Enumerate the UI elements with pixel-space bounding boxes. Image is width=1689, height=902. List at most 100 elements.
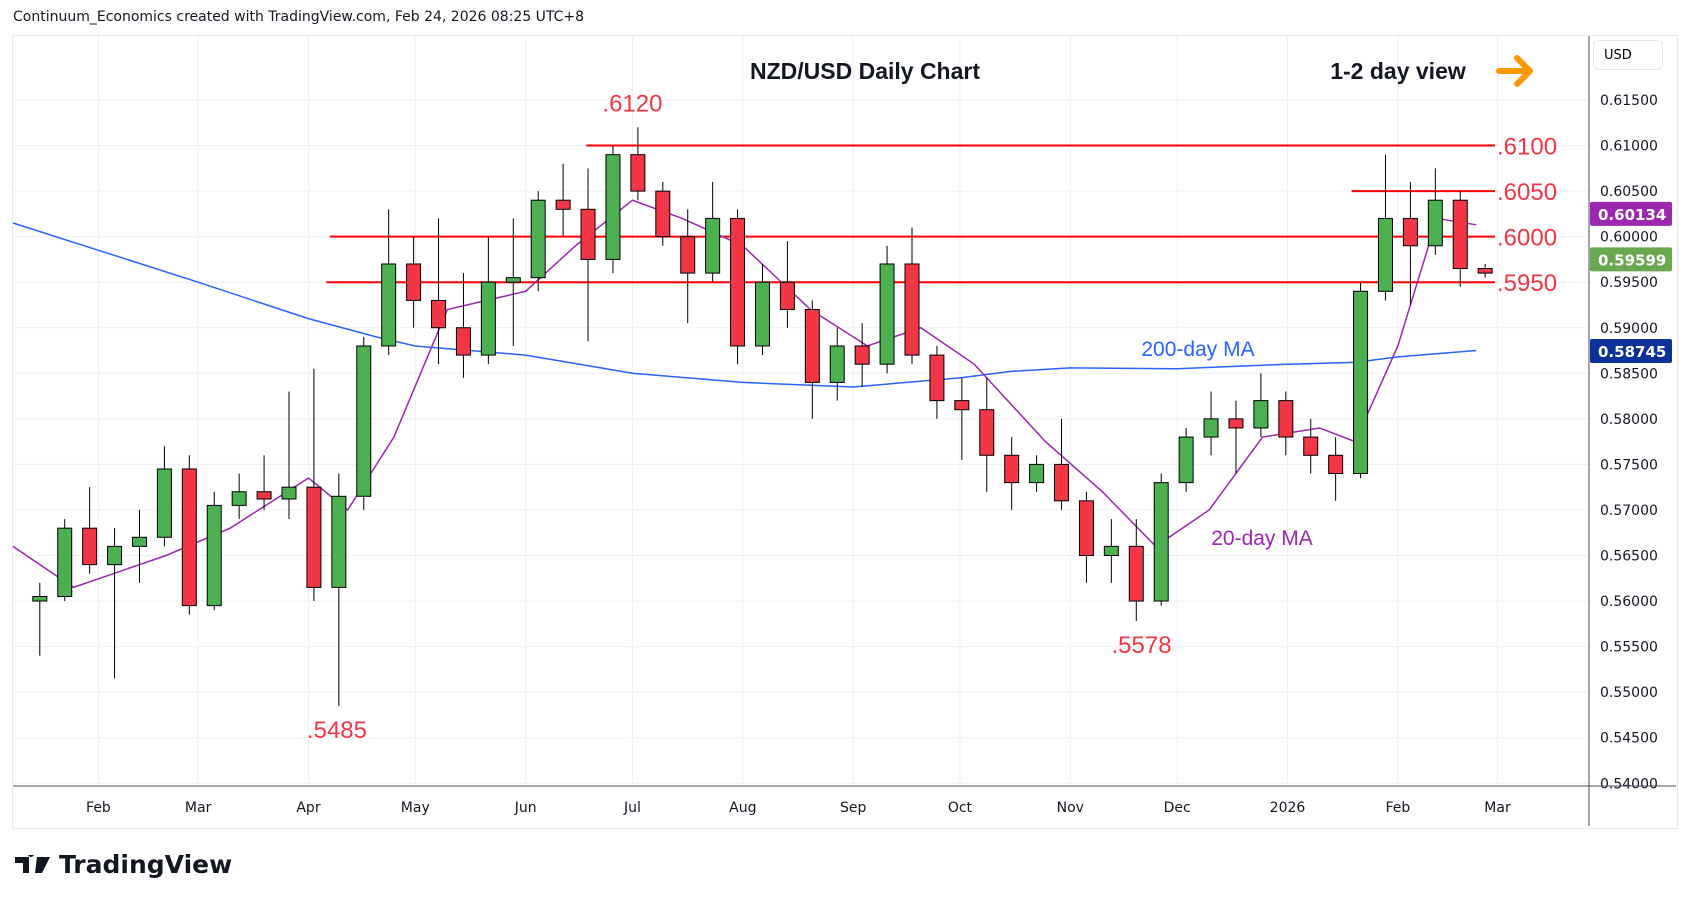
candle-body — [256, 491, 272, 500]
candle-body — [555, 199, 571, 210]
candle-body — [804, 309, 820, 383]
candle-body — [356, 345, 372, 497]
candle-body — [630, 154, 646, 192]
candle-body — [1303, 436, 1319, 456]
time-tick-label: Aug — [729, 800, 756, 816]
candle-body — [854, 345, 870, 365]
candle-body — [904, 263, 920, 356]
ma200-price-badge-bg — [1590, 338, 1672, 363]
candle-body — [1054, 463, 1070, 502]
last-price-badge-bg — [1590, 247, 1672, 272]
candle-body — [1353, 290, 1369, 475]
candle-body — [879, 263, 895, 365]
candle-body — [705, 217, 721, 274]
candle-body — [929, 354, 945, 402]
candle-body — [57, 527, 73, 597]
price-tick-label: 0.61500 — [1600, 93, 1658, 109]
time-tick-label: Mar — [1484, 800, 1511, 816]
level-label: .6050 — [1497, 179, 1557, 206]
candle-body — [1203, 418, 1219, 438]
candle-body — [1029, 463, 1045, 484]
time-tick-label: Oct — [948, 800, 973, 816]
time-tick-label: Mar — [185, 800, 212, 816]
candle-body — [306, 486, 322, 588]
time-tick-label: Jul — [623, 800, 641, 816]
ma20-price-badge-bg — [1590, 201, 1672, 226]
chart-title: NZD/USD Daily Chart — [750, 58, 980, 84]
candle-body — [455, 327, 471, 356]
time-tick-label: Jun — [514, 800, 537, 816]
candle-body — [530, 199, 546, 279]
candle-body — [680, 236, 696, 274]
candle-body — [505, 277, 521, 283]
time-tick-label: 2026 — [1270, 800, 1306, 816]
ma200-label: 200-day MA — [1141, 338, 1254, 361]
time-tick-label: Sep — [840, 800, 867, 816]
price-tick-label: 0.58500 — [1600, 366, 1658, 382]
price-tick-label: 0.56500 — [1600, 549, 1658, 565]
candle-body — [1377, 217, 1393, 292]
candle-body — [1427, 199, 1443, 247]
time-tick-label: Nov — [1057, 800, 1084, 816]
ma20-label: 20-day MA — [1211, 527, 1313, 550]
time-tick-label: Feb — [1385, 800, 1410, 816]
candle-body — [406, 263, 422, 301]
ma20-price-badge: 0.60134 — [1598, 206, 1666, 224]
candle-body — [1253, 400, 1269, 429]
price-tick-label: 0.54000 — [1600, 776, 1658, 792]
price-tick-label: 0.58000 — [1600, 412, 1658, 428]
time-tick-label: May — [401, 800, 430, 816]
price-tick-label: 0.60500 — [1600, 184, 1658, 200]
candle-body — [829, 345, 845, 383]
tradingview-logo-text: TradingView — [59, 850, 233, 879]
candle-body — [754, 281, 770, 347]
price-tick-label: 0.56000 — [1600, 594, 1658, 610]
candle-body — [281, 486, 297, 500]
price-tick-label: 0.59500 — [1600, 275, 1658, 291]
level-label: .6100 — [1497, 134, 1557, 161]
candle-body — [381, 263, 397, 347]
candle-body — [580, 208, 596, 260]
price-tick-label: 0.59000 — [1600, 321, 1658, 337]
candle-body — [1402, 217, 1418, 247]
price-tick-label: 0.61000 — [1600, 139, 1658, 155]
candle-body — [1452, 199, 1468, 270]
candle-body — [1178, 436, 1194, 484]
candle-body — [107, 545, 123, 566]
level-label: .5950 — [1497, 270, 1557, 297]
candle-body — [1328, 454, 1344, 475]
candle-body — [331, 495, 347, 588]
price-annotation: .5578 — [1111, 632, 1171, 659]
chart-attribution: Continuum_Economics created with Trading… — [13, 9, 585, 25]
candle-body — [954, 400, 970, 411]
candle-body — [32, 595, 48, 602]
candle-body — [1128, 545, 1144, 602]
arrow-right-icon — [1496, 55, 1533, 87]
price-tick-label: 0.55000 — [1600, 685, 1658, 701]
last-price-badge: 0.59599 — [1598, 251, 1666, 269]
price-tick-label: 0.54500 — [1600, 731, 1658, 747]
candle-body — [1103, 545, 1119, 557]
chart-frame — [12, 35, 1678, 829]
candle-body — [1004, 454, 1020, 484]
chart-subtitle: 1-2 day view — [1330, 58, 1466, 84]
candle-body — [431, 299, 447, 329]
ma200-line — [12, 222, 1477, 388]
candle-body — [156, 468, 172, 538]
candle-body — [480, 281, 496, 356]
candle-body — [206, 504, 222, 607]
price-tick-label: 0.55500 — [1600, 640, 1658, 656]
price-tick-label: 0.57500 — [1600, 457, 1658, 473]
currency-selector[interactable]: USD — [1593, 40, 1663, 70]
level-label: .6000 — [1497, 225, 1557, 252]
tradingview-logo[interactable]: TradingView — [15, 850, 232, 879]
time-tick-label: Apr — [296, 800, 320, 816]
price-tick-label: 0.60000 — [1600, 230, 1658, 246]
time-tick-label: Feb — [86, 800, 111, 816]
candle-body — [779, 281, 795, 311]
candle-body — [1078, 500, 1094, 556]
candle-body — [655, 190, 671, 238]
tradingview-logo-icon — [15, 854, 50, 873]
candle-body — [181, 468, 197, 607]
